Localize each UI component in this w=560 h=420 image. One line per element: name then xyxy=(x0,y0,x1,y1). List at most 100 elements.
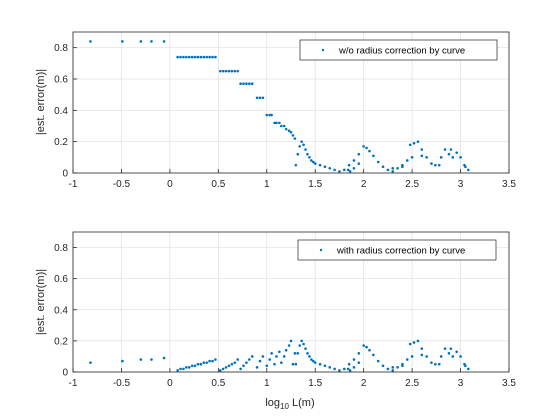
top-data-point xyxy=(430,162,433,165)
top-data-point xyxy=(434,163,437,167)
bottom-x-tick-label: -0.5 xyxy=(113,378,131,389)
top-data-point xyxy=(362,145,365,148)
top-data-point xyxy=(401,165,404,169)
top-data-point xyxy=(294,163,298,167)
bottom-data-point xyxy=(338,369,341,372)
top-data-point xyxy=(176,55,179,59)
bottom-x-tick-label: 0 xyxy=(167,378,173,389)
top-legend-label: w/o radius correction by curve xyxy=(338,46,465,57)
bottom-x-tick-label: 2 xyxy=(361,378,367,389)
top-data-point xyxy=(347,163,351,167)
bottom-data-point xyxy=(293,352,297,355)
bottom-axes-box xyxy=(72,231,510,373)
bottom-data-point xyxy=(190,364,194,368)
bottom-data-point xyxy=(291,362,295,366)
bottom-data-point xyxy=(193,364,197,368)
bottom-data-point xyxy=(265,364,269,368)
top-chart: -1 -0.5 0 0.5 1 1.5 2 2.5 3 3.5 0 0.2 0.4 0.6 0.8 |es… xyxy=(35,31,516,190)
top-data-point xyxy=(236,69,240,73)
top-data-point xyxy=(420,148,424,151)
bottom-y-tick-label: 0 xyxy=(62,368,68,379)
top-data-point xyxy=(439,156,443,159)
x-axis-label-log: log xyxy=(265,397,280,409)
bottom-data-point xyxy=(233,361,237,364)
bottom-y-ticks: 0 0.2 0.4 0.6 0.8 xyxy=(54,243,77,379)
bottom-data-point xyxy=(311,359,315,363)
bottom-data-point xyxy=(236,358,240,361)
bottom-legend: with radius correction by curve xyxy=(297,239,497,261)
bottom-data-point xyxy=(333,367,336,371)
bottom-data-point xyxy=(396,366,399,369)
top-data-point xyxy=(273,121,276,125)
top-data-point xyxy=(227,69,231,73)
bottom-data-point xyxy=(280,361,283,364)
x-axis-label: log10 L(m) xyxy=(265,397,314,411)
top-data-point xyxy=(196,55,200,59)
top-data-point xyxy=(202,55,206,59)
top-data-point xyxy=(265,113,269,117)
top-data-point xyxy=(199,55,203,59)
top-x-tick-label: 2 xyxy=(361,179,367,190)
top-data-point xyxy=(396,167,399,170)
bottom-data-point xyxy=(391,366,395,369)
top-data-point xyxy=(313,162,317,165)
top-data-point xyxy=(391,167,395,170)
bottom-x-tick-label: 3 xyxy=(458,378,464,389)
top-y-tick-label: 0 xyxy=(62,169,68,180)
bottom-data-point xyxy=(227,364,231,368)
bottom-data-point xyxy=(248,358,251,361)
bottom-data-point xyxy=(391,369,395,372)
top-data-point xyxy=(139,40,143,43)
bottom-data-point xyxy=(273,362,276,366)
top-data-point xyxy=(308,156,311,159)
bottom-data-point xyxy=(211,359,214,363)
bottom-data-point xyxy=(242,364,245,368)
top-data-point xyxy=(381,165,385,169)
bottom-data-point xyxy=(408,342,412,346)
bottom-x-tick-label: 1.5 xyxy=(308,378,322,389)
bottom-data-point xyxy=(323,364,327,368)
bottom-data-point xyxy=(199,362,203,366)
bottom-data-point xyxy=(162,356,166,360)
top-data-point xyxy=(425,156,428,159)
top-data-point xyxy=(233,69,237,73)
top-data-point xyxy=(208,55,211,59)
top-data-point xyxy=(224,69,228,73)
top-data-point xyxy=(298,145,302,148)
top-data-point xyxy=(293,137,297,140)
top-legend-marker xyxy=(321,48,325,52)
bottom-data-point xyxy=(318,362,322,366)
top-data-point xyxy=(278,121,281,125)
bottom-data-point xyxy=(449,347,453,350)
top-data-point xyxy=(239,82,242,85)
bottom-data-point xyxy=(447,352,451,355)
bottom-data-point xyxy=(401,364,404,368)
x-axis-label-rest: L(m) xyxy=(289,397,315,409)
bottom-y-tick-label: 0.8 xyxy=(54,243,68,254)
bottom-data-point xyxy=(218,369,222,372)
top-data-point xyxy=(275,121,278,125)
top-data-point xyxy=(447,152,451,156)
bottom-data-point xyxy=(302,342,305,346)
bottom-y-tick-label: 0.2 xyxy=(54,336,68,347)
bottom-data-point xyxy=(439,355,443,358)
bottom-x-tick-label: 3.5 xyxy=(502,378,516,389)
top-data-point xyxy=(451,156,455,159)
bottom-data-point xyxy=(284,348,288,352)
top-data-point xyxy=(318,163,322,167)
bottom-x-ticks: -1 -0.5 0 0.5 1 1.5 2 2.5 3 3.5 xyxy=(69,368,516,389)
bottom-data-point xyxy=(405,358,409,361)
bottom-data-point xyxy=(381,364,385,368)
bottom-data-point xyxy=(282,355,286,358)
top-x-ticks: -1 -0.5 0 0.5 1 1.5 2 2.5 3 3.5 xyxy=(69,169,516,190)
bottom-data-point xyxy=(275,355,278,358)
top-data-point xyxy=(258,96,262,100)
top-data-point xyxy=(467,168,470,172)
bottom-data-point xyxy=(420,347,424,350)
bottom-data-point xyxy=(346,367,350,371)
top-y-tick-label: 0.8 xyxy=(54,43,68,54)
top-data-point xyxy=(230,69,234,73)
bottom-data-point xyxy=(362,344,365,347)
bottom-data-point xyxy=(386,367,390,371)
bottom-data-point xyxy=(455,350,458,354)
